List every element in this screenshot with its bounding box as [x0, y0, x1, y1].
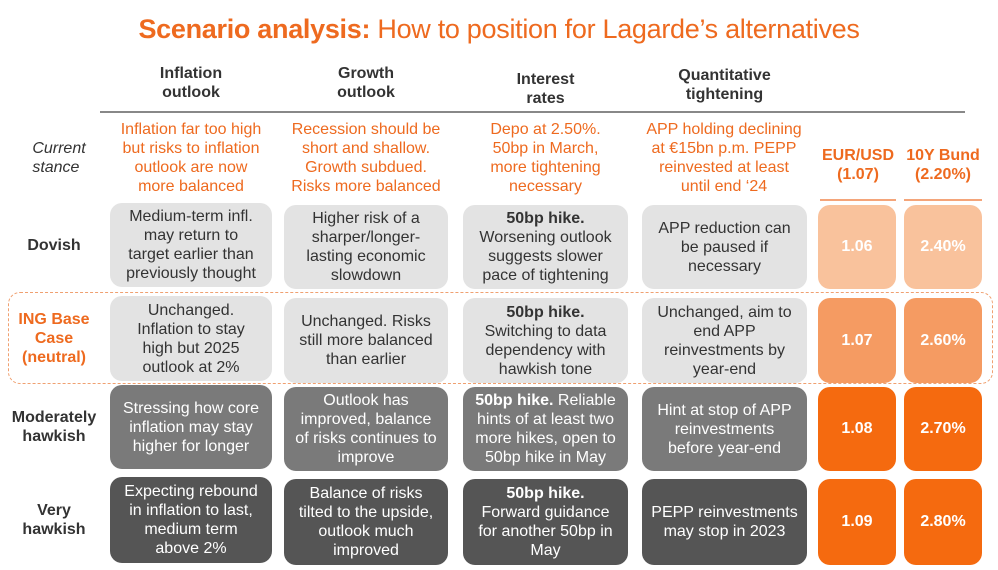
rates-bold: 50bp hike.	[506, 485, 585, 502]
row-label-current: Current stance	[32, 140, 86, 176]
row-label-very-hawkish: Very hawkish	[22, 502, 86, 538]
cell-inflation: Expecting rebound in inflation to last, …	[110, 477, 272, 563]
header-inflation: Inflation outlook	[159, 65, 223, 101]
value-eurusd: 1.09	[818, 479, 896, 565]
cell-qt: Unchanged, aim to end APP reinvestments …	[642, 298, 807, 383]
value-eurusd: 1.08	[818, 387, 896, 471]
rates-bold: 50bp hike.	[506, 210, 585, 227]
value-bund: 2.60%	[904, 298, 982, 383]
current-rates: Depo at 2.50%. 50bp in March, more tight…	[490, 121, 601, 195]
header-rates: Interest rates	[516, 71, 575, 107]
header-eurusd: EUR/USD (1.07)	[821, 147, 894, 183]
cell-qt: PEPP reinvestments may stop in 2023	[642, 479, 807, 565]
header-bund: 10Y Bund (2.20%)	[906, 147, 980, 183]
current-qt: APP holding declining at €15bn p.m. PEPP…	[646, 121, 802, 195]
rates-text: Worsening outlook suggests slower pace o…	[479, 229, 612, 284]
cell-growth: Unchanged. Risks still more balanced tha…	[284, 298, 448, 383]
bund-underline	[904, 199, 982, 201]
rates-text: Switching to data dependency with hawkis…	[484, 322, 607, 378]
cell-inflation: Medium-term infl. may return to target e…	[110, 203, 272, 287]
rates-text: Forward guidance for another 50bp in May	[478, 504, 613, 559]
rates-bold: 50bp hike.	[475, 392, 554, 409]
cell-qt: Hint at stop of APP reinvestments before…	[642, 387, 807, 471]
value-eurusd: 1.07	[818, 298, 896, 383]
page-title: Scenario analysis: How to position for L…	[138, 14, 860, 44]
cell-growth: Higher risk of a sharper/longer- lasting…	[284, 205, 448, 289]
row-label-dovish: Dovish	[27, 236, 81, 254]
cell-rates: 50bp hike. Worsening outlook suggests slo…	[463, 205, 628, 289]
row-label-base-case: ING Base Case (neutral)	[18, 311, 90, 366]
header-growth: Growth outlook	[337, 65, 395, 101]
header-divider	[100, 111, 965, 113]
value-bund: 2.80%	[904, 479, 982, 565]
row-label-moderately-hawkish: Moderately hawkish	[11, 409, 97, 445]
cell-qt: APP reduction can be paused if necessary	[642, 205, 807, 289]
eurusd-underline	[820, 199, 896, 201]
value-bund: 2.40%	[904, 205, 982, 289]
cell-inflation: Stressing how core inflation may stay hi…	[110, 385, 272, 469]
header-qt: Quantitative tightening	[678, 67, 771, 103]
cell-rates: 50bp hike. Forward guidance for another 5…	[463, 479, 628, 565]
current-inflation: Inflation far too high but risks to infl…	[120, 121, 262, 195]
cell-growth: Outlook has improved, balance of risks c…	[284, 387, 448, 471]
current-growth: Recession should be short and shallow. G…	[291, 121, 441, 195]
cell-rates: 50bp hike. Switching to data dependency w…	[463, 298, 628, 383]
cell-growth: Balance of risks tilted to the upside, o…	[284, 479, 448, 565]
base-case-highlight	[8, 292, 993, 384]
rates-text: Reliable hints of at least two more hike…	[475, 392, 616, 466]
value-eurusd: 1.06	[818, 205, 896, 289]
value-bund: 2.70%	[904, 387, 982, 471]
cell-rates: 50bp hike. Reliable hints of at least tw…	[463, 387, 628, 471]
cell-inflation: Unchanged. Inflation to stay high but 20…	[110, 296, 272, 381]
rates-bold: 50bp hike.	[506, 303, 585, 321]
